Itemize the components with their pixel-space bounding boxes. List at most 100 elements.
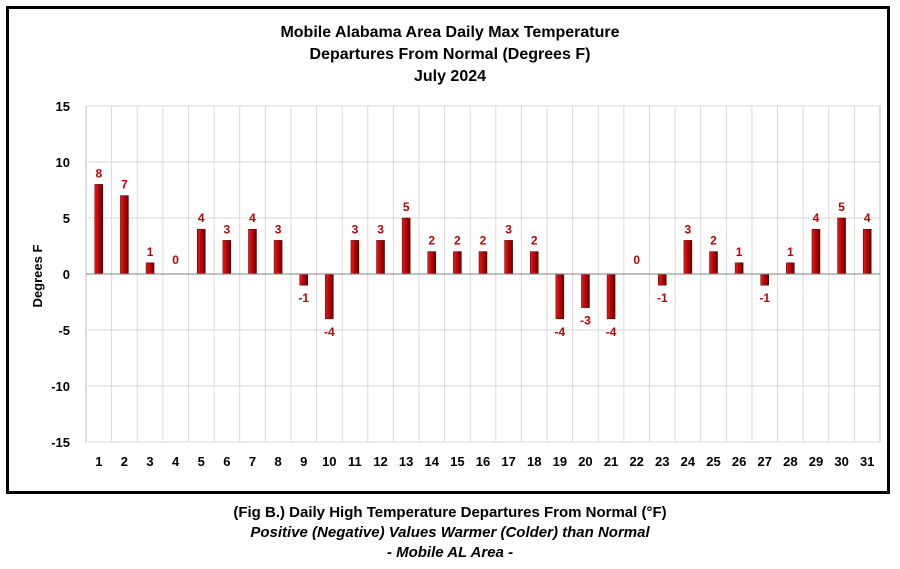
data-label-day-27: -1 bbox=[759, 291, 770, 305]
x-tick-label: 14 bbox=[425, 454, 440, 469]
bar-day-28 bbox=[786, 262, 795, 275]
data-label-day-6: 3 bbox=[224, 222, 231, 236]
plot-area: 151050-5-10-158172130445364738-19-410311… bbox=[51, 99, 881, 469]
chart-frame: Mobile Alabama Area Daily Max Temperatur… bbox=[6, 6, 890, 494]
x-tick-label: 20 bbox=[578, 454, 592, 469]
bar-day-24 bbox=[683, 240, 693, 275]
y-tick-label: 0 bbox=[63, 267, 70, 282]
x-tick-label: 2 bbox=[121, 454, 128, 469]
x-tick-label: 8 bbox=[274, 454, 281, 469]
bar-day-27 bbox=[760, 273, 769, 286]
bar-day-16 bbox=[478, 251, 488, 275]
bar-day-20 bbox=[581, 273, 590, 308]
data-label-day-5: 4 bbox=[198, 211, 205, 225]
x-tick-label: 30 bbox=[834, 454, 848, 469]
x-tick-label: 12 bbox=[373, 454, 387, 469]
data-label-day-21: -4 bbox=[606, 325, 617, 339]
caption-line-1: (Fig B.) Daily High Temperature Departur… bbox=[233, 504, 667, 521]
bar-day-29 bbox=[811, 228, 821, 275]
x-tick-label: 24 bbox=[681, 454, 696, 469]
x-tick-label: 7 bbox=[249, 454, 256, 469]
x-tick-label: 31 bbox=[860, 454, 874, 469]
data-label-day-8: 3 bbox=[275, 222, 282, 236]
y-tick-label: -15 bbox=[51, 435, 70, 450]
data-label-day-2: 7 bbox=[121, 178, 128, 192]
x-tick-label: 13 bbox=[399, 454, 413, 469]
x-tick-label: 5 bbox=[198, 454, 205, 469]
x-tick-label: 15 bbox=[450, 454, 464, 469]
bar-day-9 bbox=[299, 273, 308, 286]
x-tick-label: 29 bbox=[809, 454, 823, 469]
data-label-day-29: 4 bbox=[813, 211, 820, 225]
data-label-day-12: 3 bbox=[377, 222, 384, 236]
x-tick-label: 11 bbox=[348, 454, 362, 469]
bar-day-2 bbox=[120, 195, 129, 275]
x-tick-label: 3 bbox=[146, 454, 153, 469]
bar-day-19 bbox=[555, 273, 565, 320]
y-tick-label: 10 bbox=[56, 155, 70, 170]
x-tick-label: 25 bbox=[706, 454, 720, 469]
bar-day-8 bbox=[273, 240, 283, 275]
bar-day-7 bbox=[248, 228, 257, 275]
data-label-day-19: -4 bbox=[555, 325, 566, 339]
bar-day-23 bbox=[658, 273, 667, 286]
data-label-day-16: 2 bbox=[480, 234, 487, 248]
data-label-day-11: 3 bbox=[352, 222, 359, 236]
data-label-day-7: 4 bbox=[249, 211, 256, 225]
bar-day-17 bbox=[504, 240, 513, 275]
data-label-day-25: 2 bbox=[710, 234, 717, 248]
bar-day-12 bbox=[376, 240, 385, 275]
data-label-day-15: 2 bbox=[454, 234, 461, 248]
x-tick-label: 4 bbox=[172, 454, 180, 469]
bar-day-5 bbox=[197, 228, 206, 275]
data-label-day-28: 1 bbox=[787, 245, 794, 259]
bar-day-31 bbox=[862, 228, 872, 275]
bar-day-6 bbox=[222, 240, 232, 275]
bar-day-26 bbox=[734, 262, 744, 275]
data-label-day-26: 1 bbox=[736, 245, 743, 259]
data-label-day-20: -3 bbox=[580, 314, 591, 328]
data-label-day-10: -4 bbox=[324, 325, 335, 339]
x-tick-label: 17 bbox=[501, 454, 515, 469]
data-label-day-22: 0 bbox=[633, 253, 640, 267]
bar-day-13 bbox=[401, 217, 411, 275]
bar-day-11 bbox=[350, 240, 360, 275]
x-tick-label: 1 bbox=[95, 454, 102, 469]
x-tick-label: 16 bbox=[476, 454, 490, 469]
y-tick-label: -5 bbox=[58, 323, 70, 338]
data-label-day-14: 2 bbox=[428, 234, 435, 248]
x-tick-label: 27 bbox=[758, 454, 772, 469]
figure-caption: (Fig B.) Daily High Temperature Departur… bbox=[0, 503, 900, 563]
caption-line-3: - Mobile AL Area - bbox=[386, 544, 514, 561]
x-tick-label: 6 bbox=[223, 454, 230, 469]
data-label-day-24: 3 bbox=[685, 222, 692, 236]
bar-day-3 bbox=[145, 262, 155, 275]
x-tick-label: 23 bbox=[655, 454, 669, 469]
y-axis-label: Degrees F bbox=[30, 245, 45, 308]
bar-day-21 bbox=[606, 273, 616, 320]
data-label-day-1: 8 bbox=[95, 166, 102, 180]
x-tick-label: 21 bbox=[604, 454, 618, 469]
data-label-day-4: 0 bbox=[172, 253, 179, 267]
data-label-day-17: 3 bbox=[505, 222, 512, 236]
x-tick-label: 19 bbox=[553, 454, 567, 469]
y-tick-label: 5 bbox=[63, 211, 70, 226]
data-label-day-3: 1 bbox=[147, 245, 154, 259]
x-tick-label: 10 bbox=[322, 454, 336, 469]
bar-day-10 bbox=[325, 273, 334, 320]
data-label-day-9: -1 bbox=[298, 291, 309, 305]
chart-title-line-3: July 2024 bbox=[414, 68, 486, 85]
x-tick-label: 9 bbox=[300, 454, 307, 469]
bar-day-25 bbox=[709, 251, 718, 275]
y-tick-label: -10 bbox=[51, 379, 70, 394]
x-tick-label: 28 bbox=[783, 454, 797, 469]
x-tick-label: 26 bbox=[732, 454, 746, 469]
bar-day-14 bbox=[427, 251, 437, 275]
caption-line-2: Positive (Negative) Values Warmer (Colde… bbox=[250, 524, 650, 541]
bar-day-1 bbox=[94, 184, 104, 275]
data-label-day-13: 5 bbox=[403, 200, 410, 214]
data-label-day-18: 2 bbox=[531, 234, 538, 248]
y-tick-label: 15 bbox=[56, 99, 70, 114]
bar-day-18 bbox=[529, 251, 539, 275]
data-label-day-31: 4 bbox=[864, 211, 871, 225]
